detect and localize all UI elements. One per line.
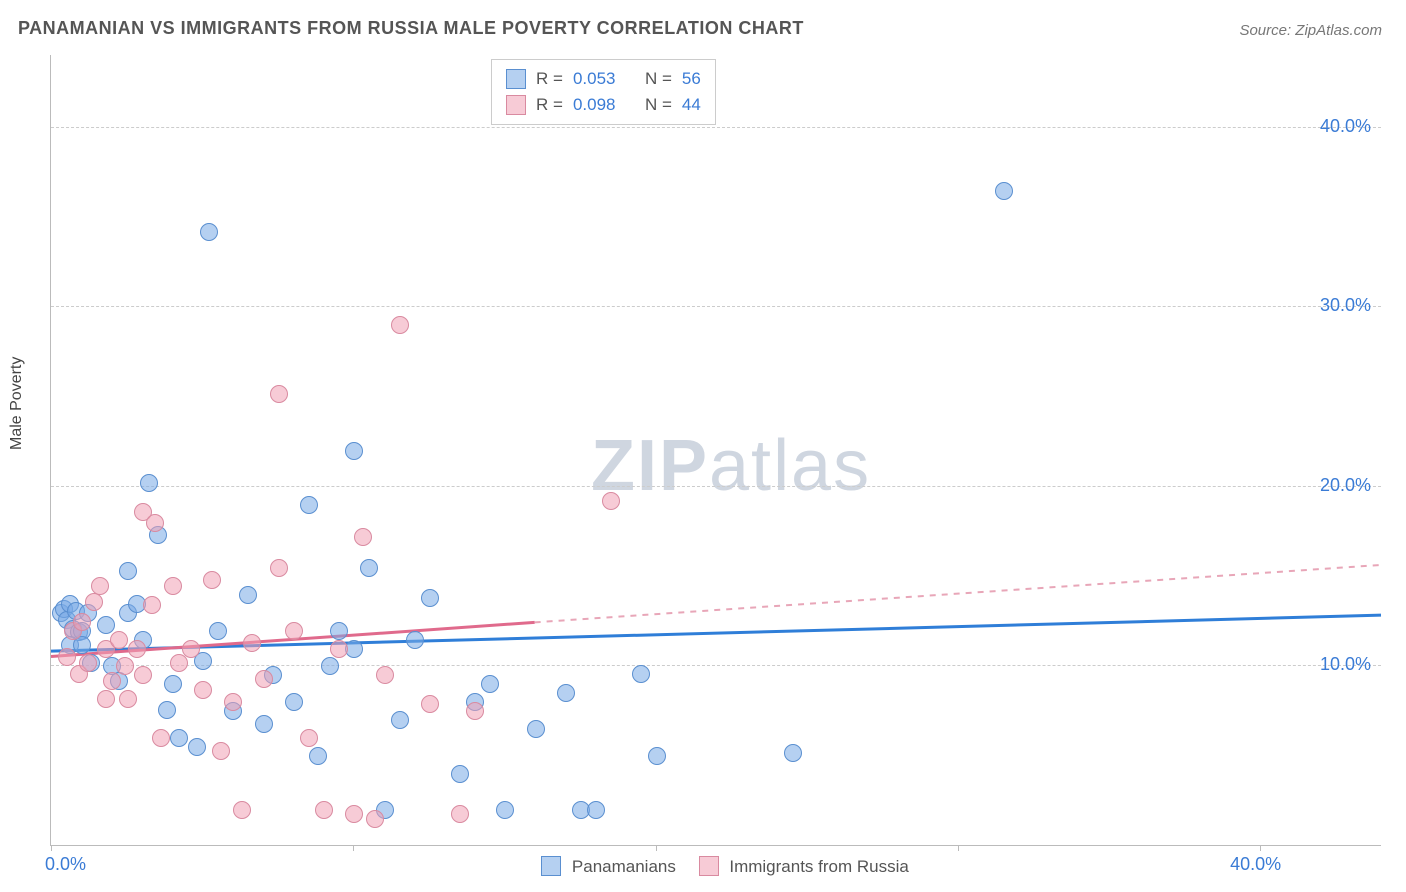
data-point bbox=[85, 593, 103, 611]
data-point bbox=[255, 715, 273, 733]
data-point bbox=[194, 681, 212, 699]
data-point bbox=[466, 702, 484, 720]
data-point bbox=[330, 640, 348, 658]
data-point bbox=[496, 801, 514, 819]
data-point bbox=[360, 559, 378, 577]
data-point bbox=[255, 670, 273, 688]
data-point bbox=[119, 562, 137, 580]
plot-area: ZIPatlas R = 0.053 N = 56 R = 0.098 N = … bbox=[50, 55, 1381, 846]
data-point bbox=[58, 648, 76, 666]
data-point bbox=[209, 622, 227, 640]
data-point bbox=[315, 801, 333, 819]
data-point bbox=[224, 693, 242, 711]
data-point bbox=[243, 634, 261, 652]
data-point bbox=[140, 474, 158, 492]
data-point bbox=[309, 747, 327, 765]
data-point bbox=[376, 666, 394, 684]
data-point bbox=[784, 744, 802, 762]
data-point bbox=[602, 492, 620, 510]
data-point bbox=[481, 675, 499, 693]
data-point bbox=[451, 765, 469, 783]
data-point bbox=[345, 805, 363, 823]
data-point bbox=[285, 622, 303, 640]
data-point bbox=[103, 672, 121, 690]
data-point bbox=[239, 586, 257, 604]
data-point bbox=[451, 805, 469, 823]
data-point bbox=[354, 528, 372, 546]
data-point bbox=[421, 695, 439, 713]
data-point bbox=[233, 801, 251, 819]
y-axis-label: Male Poverty bbox=[8, 357, 26, 450]
data-point bbox=[143, 596, 161, 614]
swatch-pink-icon bbox=[699, 856, 719, 876]
data-point bbox=[270, 385, 288, 403]
data-point bbox=[391, 711, 409, 729]
data-point bbox=[152, 729, 170, 747]
data-point bbox=[648, 747, 666, 765]
trendlines bbox=[51, 55, 1381, 845]
data-point bbox=[321, 657, 339, 675]
legend-label-panamanians: Panamanians bbox=[572, 857, 676, 876]
data-point bbox=[421, 589, 439, 607]
data-point bbox=[146, 514, 164, 532]
legend-label-russia: Immigrants from Russia bbox=[729, 857, 908, 876]
data-point bbox=[300, 729, 318, 747]
data-point bbox=[188, 738, 206, 756]
data-point bbox=[300, 496, 318, 514]
chart-container: PANAMANIAN VS IMMIGRANTS FROM RUSSIA MAL… bbox=[0, 0, 1406, 892]
data-point bbox=[170, 654, 188, 672]
data-point bbox=[134, 666, 152, 684]
series-legend: Panamanians Immigrants from Russia bbox=[51, 856, 1381, 877]
data-point bbox=[182, 640, 200, 658]
data-point bbox=[212, 742, 230, 760]
data-point bbox=[73, 613, 91, 631]
source-label: Source: ZipAtlas.com bbox=[1239, 22, 1382, 39]
data-point bbox=[632, 665, 650, 683]
data-point bbox=[527, 720, 545, 738]
chart-title: PANAMANIAN VS IMMIGRANTS FROM RUSSIA MAL… bbox=[18, 18, 804, 39]
data-point bbox=[270, 559, 288, 577]
y-tick-label: 20.0% bbox=[1320, 475, 1371, 496]
data-point bbox=[110, 631, 128, 649]
data-point bbox=[116, 657, 134, 675]
data-point bbox=[330, 622, 348, 640]
data-point bbox=[91, 577, 109, 595]
data-point bbox=[995, 182, 1013, 200]
data-point bbox=[164, 577, 182, 595]
y-tick-label: 40.0% bbox=[1320, 116, 1371, 137]
data-point bbox=[406, 631, 424, 649]
data-point bbox=[128, 640, 146, 658]
data-point bbox=[79, 654, 97, 672]
data-point bbox=[557, 684, 575, 702]
y-tick-label: 10.0% bbox=[1320, 654, 1371, 675]
data-point bbox=[200, 223, 218, 241]
swatch-blue-icon bbox=[541, 856, 561, 876]
data-point bbox=[164, 675, 182, 693]
data-point bbox=[366, 810, 384, 828]
data-point bbox=[391, 316, 409, 334]
data-point bbox=[170, 729, 188, 747]
data-point bbox=[587, 801, 605, 819]
y-tick-label: 30.0% bbox=[1320, 295, 1371, 316]
data-point bbox=[119, 690, 137, 708]
x-tick-label: 0.0% bbox=[45, 854, 86, 875]
data-point bbox=[158, 701, 176, 719]
data-point bbox=[285, 693, 303, 711]
data-point bbox=[345, 442, 363, 460]
data-point bbox=[97, 690, 115, 708]
x-tick-label: 40.0% bbox=[1230, 854, 1281, 875]
data-point bbox=[203, 571, 221, 589]
